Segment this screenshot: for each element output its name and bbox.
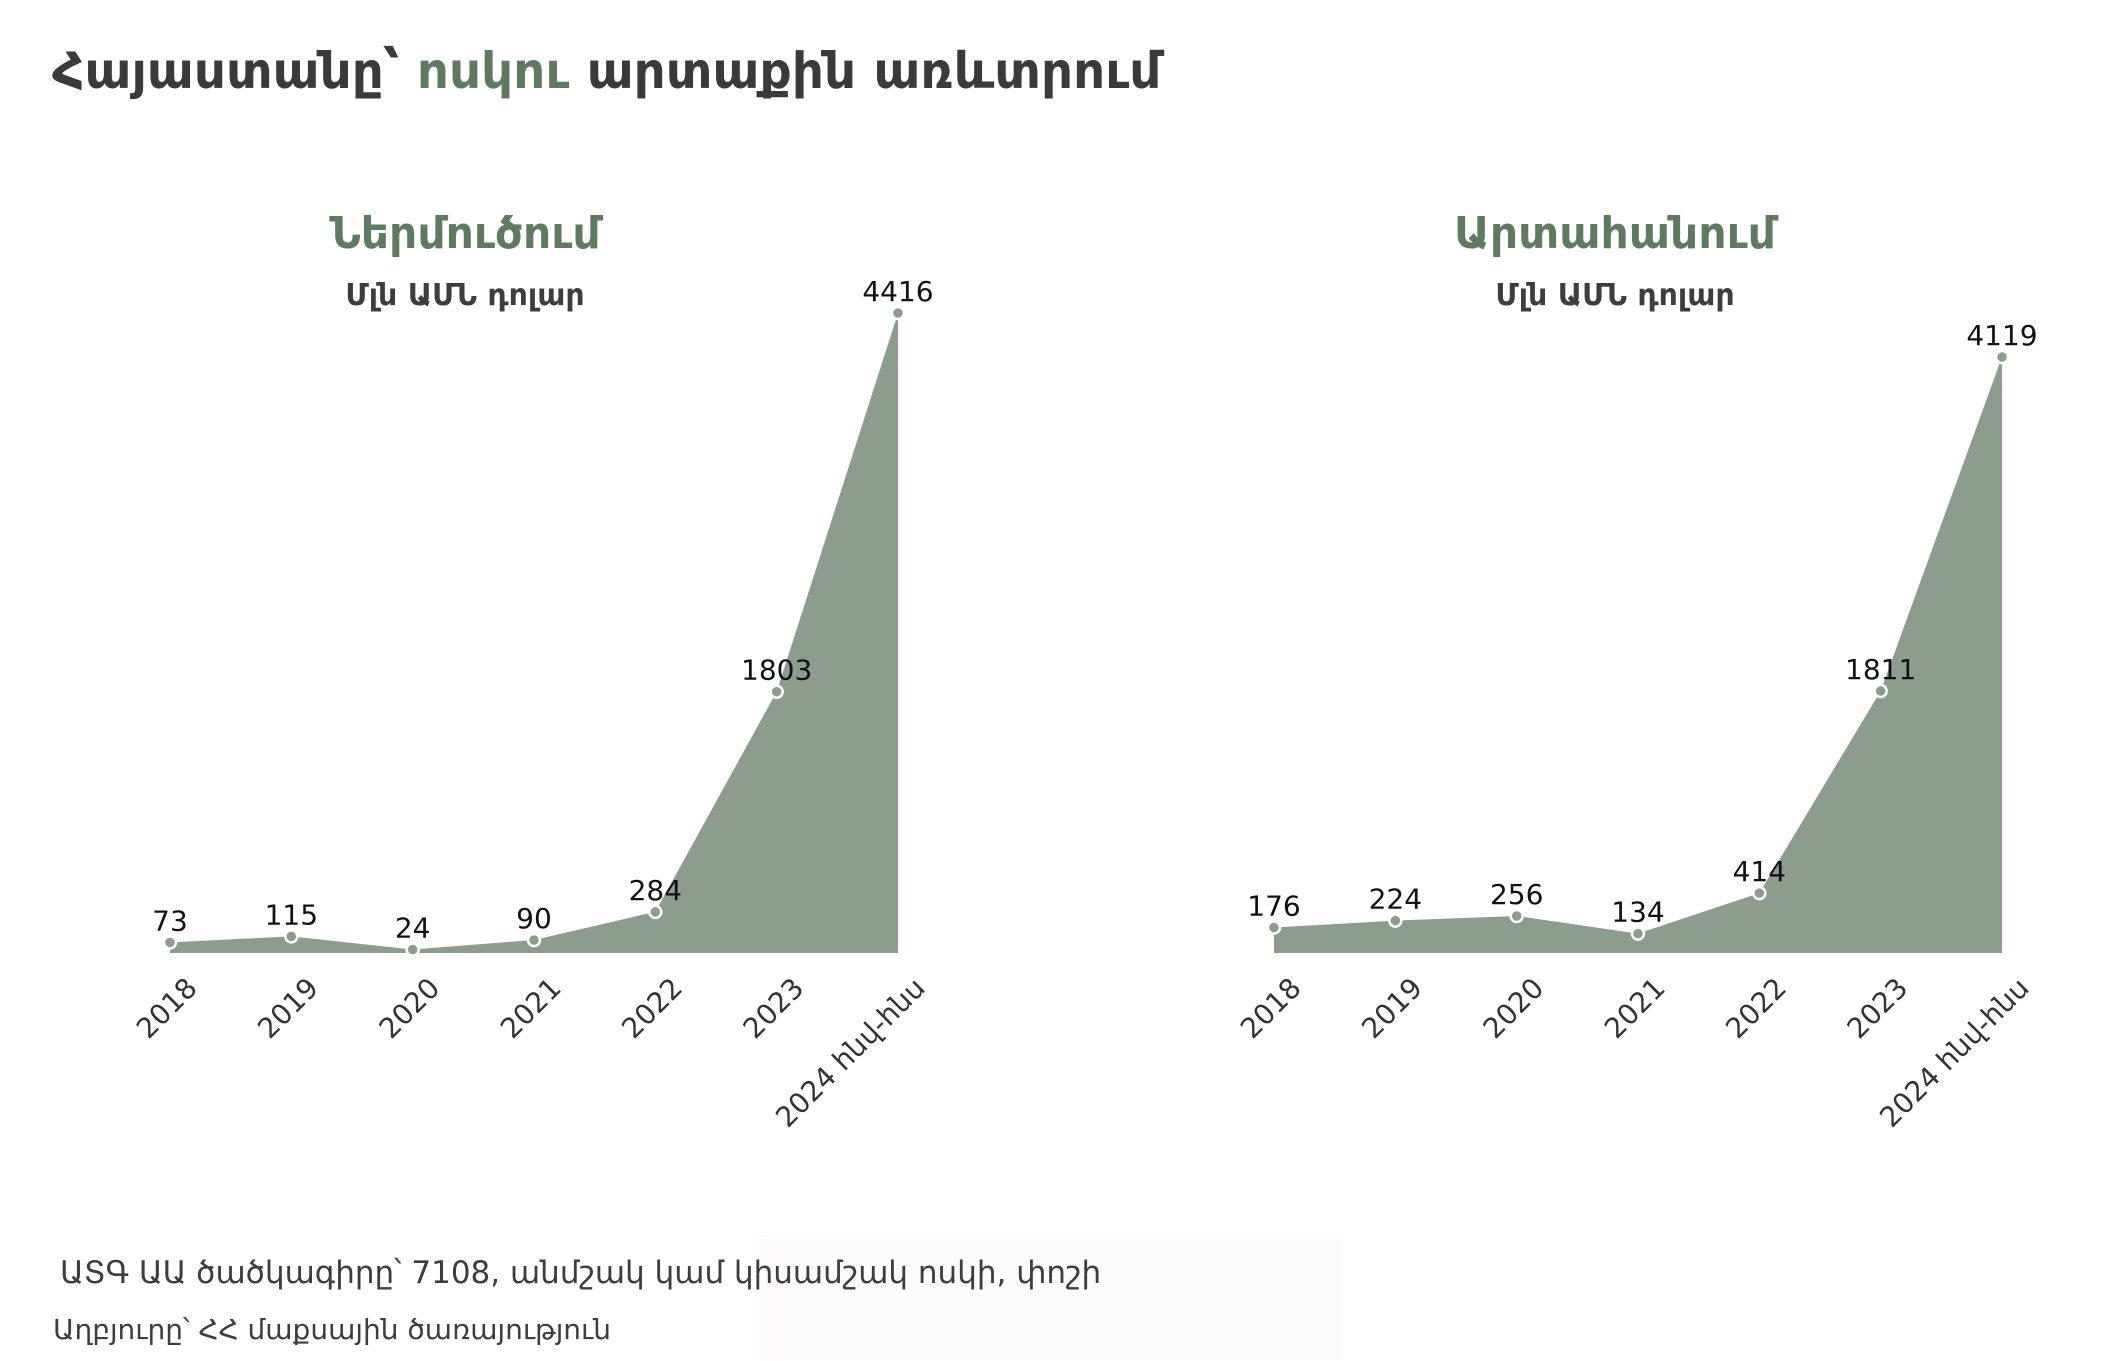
imports-value-label-3: 90 — [516, 902, 552, 935]
exports-point-4 — [1752, 885, 1767, 901]
exports-value-label-6: 4119 — [1966, 319, 2037, 352]
exports-tick-label-0: 2018 — [1234, 971, 1308, 1045]
exports-point-1 — [1388, 913, 1403, 928]
exports-value-label-4: 414 — [1733, 855, 1786, 888]
exports-tick-label-5: 2023 — [1841, 971, 1915, 1045]
exports-tick-label-4: 2022 — [1719, 971, 1793, 1045]
imports-chart-subtitle: Մլն ԱՄՆ դոլար — [345, 278, 584, 313]
imports-point-5 — [769, 684, 784, 699]
imports-value-label-4: 284 — [629, 874, 682, 907]
exports-tick-label-1: 2019 — [1355, 971, 1429, 1045]
imports-point-2 — [405, 942, 420, 957]
imports-point-0 — [162, 935, 178, 950]
imports-point-1 — [284, 929, 299, 944]
exports-value-label-2: 256 — [1490, 878, 1543, 911]
imports-area — [170, 313, 898, 953]
exports-point-6 — [1994, 349, 2010, 365]
imports-value-label-2: 24 — [395, 912, 431, 945]
exports-tick-label-3: 2021 — [1598, 971, 1672, 1045]
exports-point-0 — [1266, 920, 1282, 935]
footer-note: ԱՏԳ ԱԱ ծածկագիրը՝ 7108, անմշակ կամ կիսամ… — [60, 1255, 1102, 1291]
imports-value-label-6: 4416 — [862, 275, 933, 308]
exports-chart-subtitle: Մլն ԱՄՆ դոլար — [1495, 278, 1734, 313]
exports-value-label-1: 224 — [1369, 883, 1422, 916]
exports-tick-label-2: 2020 — [1477, 971, 1551, 1045]
imports-tick-label-5: 2023 — [737, 971, 811, 1045]
imports-tick-label-2: 2020 — [373, 971, 447, 1045]
title-accent-word: ոսկու — [416, 42, 570, 100]
exports-area — [1274, 357, 2002, 953]
imports-chart-title: Ներմուծում — [329, 208, 603, 259]
imports-value-label-5: 1803 — [741, 654, 812, 687]
title-part-1: Հայաստանը՝ — [52, 42, 417, 100]
imports-tick-label-0: 2018 — [130, 971, 204, 1045]
exports-chart: Արտահանում Մլն ԱՄՆ դոլար 176 2018 224 2019 2… — [1234, 208, 2038, 1134]
title-part-2: արտաքին առևտրում — [569, 42, 1162, 100]
exports-value-label-5: 1811 — [1845, 653, 1916, 686]
imports-point-6 — [890, 305, 906, 321]
imports-tick-label-1: 2019 — [251, 971, 325, 1045]
imports-value-label-0: 73 — [152, 904, 188, 937]
exports-point-2 — [1509, 908, 1524, 924]
exports-point-3 — [1630, 926, 1646, 941]
imports-point-4 — [648, 904, 663, 920]
page-title: Հայաստանը՝ ոսկու արտաքին առևտրում — [52, 42, 1161, 100]
imports-chart: Ներմուծում Մլն ԱՄՆ դոլար 73 2018 115 2019 24… — [130, 208, 934, 1134]
imports-point-3 — [526, 932, 542, 948]
exports-point-5 — [1873, 683, 1888, 699]
imports-tick-label-4: 2022 — [615, 971, 689, 1045]
exports-chart-title: Արտահանում — [1454, 208, 1779, 259]
footer-background-box — [760, 1235, 1340, 1360]
imports-value-label-1: 115 — [265, 898, 318, 931]
exports-value-label-0: 176 — [1247, 890, 1300, 923]
imports-tick-label-3: 2021 — [494, 971, 568, 1045]
footer-source: Աղբյուրը՝ ՀՀ մաքսային ծառայություն — [53, 1313, 611, 1346]
exports-value-label-3: 134 — [1611, 896, 1664, 929]
